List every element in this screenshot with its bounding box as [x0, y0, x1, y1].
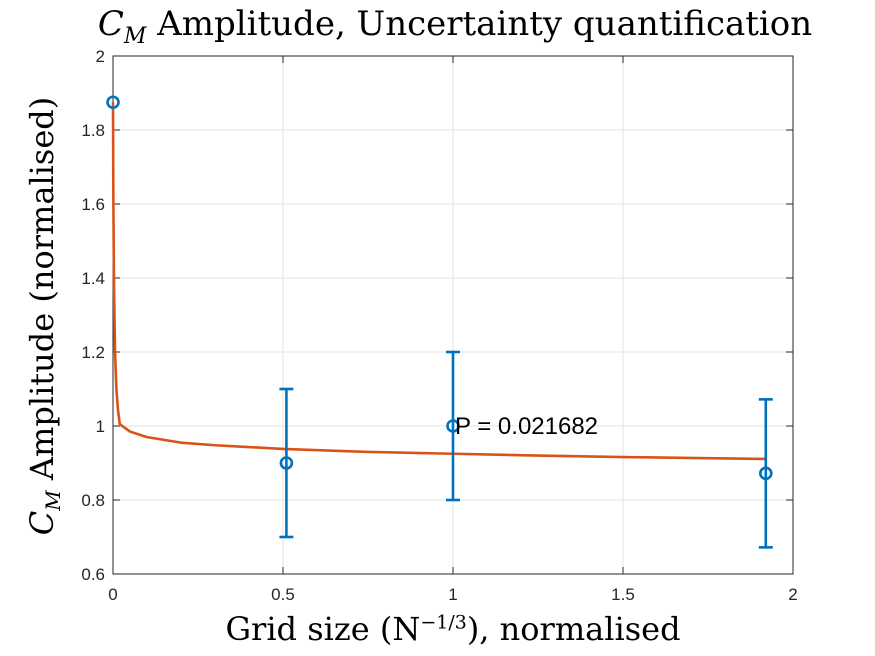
xlabel-before: Grid size (N — [225, 610, 421, 648]
xlabel-superscript: −1/3 — [420, 611, 467, 634]
y-tick-label: 0.8 — [81, 491, 105, 510]
y-tick-label: 1.6 — [81, 195, 105, 214]
y-tick-label: 2 — [96, 47, 105, 66]
title-subscript: M — [123, 24, 147, 49]
y-tick-label: 1.2 — [81, 343, 105, 362]
y-tick-label: 1.4 — [81, 269, 105, 288]
chart-title: CM Amplitude, Uncertainty quantification — [0, 4, 875, 49]
title-symbol: C — [97, 4, 124, 44]
x-tick-label: 2 — [788, 585, 797, 604]
data-point-marker — [106, 95, 120, 110]
x-tick-label: 0.5 — [271, 585, 295, 604]
x-tick-label: 1 — [448, 585, 457, 604]
y-tick-label: 1 — [96, 417, 105, 436]
y-tick-label: 1.8 — [81, 121, 105, 140]
xlabel-after: ), normalised — [466, 610, 681, 648]
data-point-marker — [758, 466, 773, 481]
fit-curve-line — [111, 102, 766, 461]
data-point-marker — [279, 456, 294, 470]
data-point-marker — [446, 419, 460, 433]
x-tick-label: 0 — [108, 585, 117, 604]
y-tick-label: 0.6 — [81, 565, 105, 584]
title-text: Amplitude, Uncertainty quantification — [157, 4, 813, 44]
x-axis-label: Grid size (N−1/3), normalised — [113, 610, 793, 648]
x-tick-label: 1.5 — [611, 585, 635, 604]
p-value-annotation: P = 0.021682 — [455, 413, 598, 440]
